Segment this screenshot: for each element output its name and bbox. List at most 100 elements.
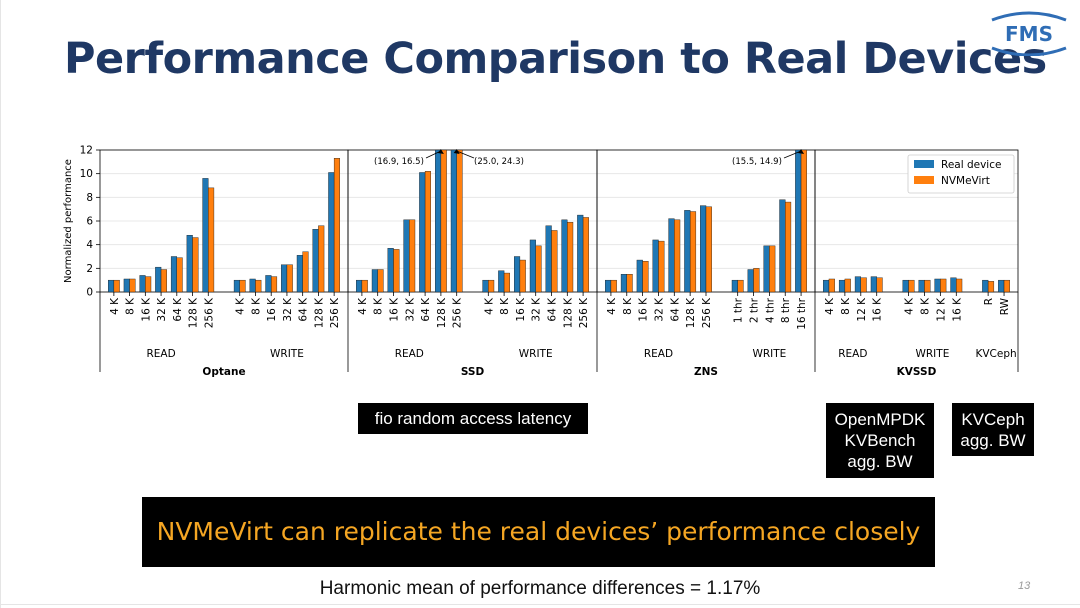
- bar-nvmevirt: [393, 249, 400, 293]
- bar-nvmevirt: [642, 261, 649, 293]
- bar-real-device: [419, 172, 426, 293]
- x-tick-label: 16 K: [638, 297, 650, 322]
- x-tick-label: 16 thr: [796, 297, 808, 329]
- bar-real-device: [139, 275, 146, 293]
- kvceph-caption-line: KVCeph: [961, 410, 1025, 429]
- x-tick-label: 16 K: [140, 297, 152, 322]
- x-tick-label: 64 K: [420, 297, 432, 322]
- bar-nvmevirt: [503, 272, 510, 293]
- bar-nvmevirt: [333, 158, 340, 293]
- x-tick-label: 8 K: [250, 297, 262, 315]
- conclusion-banner: NVMeVirt can replicate the real devices’…: [142, 497, 935, 567]
- annotation-arrowhead: [798, 149, 805, 154]
- bar-real-device: [170, 256, 178, 293]
- x-tick-label: 8 K: [840, 297, 852, 315]
- kvceph-caption: KVCeph agg. BW: [952, 403, 1034, 456]
- bar-real-device: [652, 239, 659, 293]
- bar-nvmevirt: [828, 278, 835, 293]
- bar-nvmevirt: [239, 279, 246, 293]
- x-tick-label: 256 K: [329, 297, 341, 328]
- bar-real-device: [795, 149, 802, 293]
- bar-real-device: [561, 219, 568, 293]
- bar-nvmevirt: [160, 269, 167, 293]
- x-tick-label: 16 K: [951, 297, 963, 322]
- bar-real-device: [779, 199, 786, 293]
- bar-real-device: [356, 279, 363, 293]
- bar-real-device: [249, 278, 256, 293]
- y-axis-label: Normalized performance: [63, 159, 74, 283]
- x-tick-label: 12 K: [856, 297, 868, 322]
- openmpdk-caption-line: KVBench: [844, 431, 916, 450]
- panel-frame: [814, 149, 1019, 293]
- fio-caption-text: fio random access latency: [374, 409, 572, 428]
- y-tick-label: 10: [80, 168, 93, 180]
- bar-nvmevirt: [567, 221, 574, 293]
- x-tick-label: 12 K: [935, 297, 947, 322]
- x-tick-label: 128 K: [562, 297, 574, 328]
- bar-real-device: [403, 219, 410, 293]
- bar-nvmevirt: [424, 171, 431, 293]
- bar-real-device: [982, 279, 989, 293]
- x-tick-label: 64 K: [298, 297, 310, 322]
- y-tick-label: 8: [86, 192, 93, 204]
- bar-real-device: [605, 279, 612, 293]
- bar-real-device: [668, 218, 675, 293]
- bar-nvmevirt: [488, 279, 495, 293]
- annotation-arrowhead: [437, 149, 444, 154]
- y-tick-label: 0: [86, 287, 93, 299]
- annotation-arrow: [456, 150, 475, 159]
- bar-real-device: [435, 149, 442, 293]
- bar-nvmevirt: [440, 149, 447, 293]
- annotation-arrow: [425, 150, 442, 159]
- bar-real-device: [155, 266, 162, 293]
- bar-real-device: [902, 279, 909, 293]
- group-label: READ: [395, 348, 424, 360]
- x-tick-label: 256 K: [701, 297, 713, 328]
- bar-real-device: [514, 256, 521, 293]
- fio-caption: fio random access latency: [358, 403, 588, 434]
- openmpdk-caption-line: agg. BW: [847, 452, 913, 471]
- x-tick-label: 256 K: [203, 297, 215, 328]
- bar-nvmevirt: [255, 279, 262, 293]
- bar-real-device: [482, 279, 489, 293]
- y-tick-label: 6: [86, 216, 93, 228]
- x-tick-label: 256 K: [452, 297, 464, 328]
- bar-nvmevirt: [626, 274, 633, 293]
- x-tick-label: 128 K: [188, 297, 200, 328]
- legend-box: [907, 154, 1015, 194]
- bar-nvmevirt: [674, 219, 681, 293]
- bar-nvmevirt: [535, 245, 542, 293]
- bar-nvmevirt: [113, 279, 120, 293]
- x-tick-label: 128 K: [313, 297, 325, 328]
- device-label: ZNS: [694, 366, 718, 378]
- bar-real-device: [108, 279, 115, 293]
- bar-nvmevirt: [145, 276, 152, 293]
- x-tick-label: 128 K: [436, 297, 448, 328]
- bar-real-device: [731, 279, 738, 293]
- bar-nvmevirt: [860, 277, 867, 293]
- x-tick-label: 16 K: [872, 297, 884, 322]
- device-label: SSD: [461, 366, 485, 378]
- x-tick-label: 4 K: [606, 297, 618, 315]
- x-tick-label: 4 K: [483, 297, 495, 315]
- bar-real-device: [854, 276, 861, 293]
- bar-real-device: [620, 274, 627, 293]
- kvceph-caption-line: agg. BW: [960, 431, 1026, 450]
- x-tick-label: 64 K: [172, 297, 184, 322]
- x-tick-label: 4 K: [235, 297, 247, 315]
- device-label: KVSSD: [897, 366, 937, 378]
- bar-nvmevirt: [940, 278, 947, 293]
- x-tick-label: 8 K: [622, 297, 634, 315]
- bar-real-device: [529, 239, 536, 293]
- x-tick-label: 8 thr: [780, 297, 792, 323]
- x-tick-label: 4 K: [357, 297, 369, 315]
- x-tick-label: 32 K: [282, 297, 294, 322]
- bar-nvmevirt: [956, 278, 963, 293]
- y-tick-label: 12: [80, 145, 93, 157]
- bar-real-device: [747, 269, 754, 293]
- annotation-arrowhead: [453, 149, 460, 154]
- bar-nvmevirt: [1003, 279, 1010, 293]
- group-label: WRITE: [270, 348, 304, 360]
- annotation-label: (16.9, 16.5): [374, 157, 424, 167]
